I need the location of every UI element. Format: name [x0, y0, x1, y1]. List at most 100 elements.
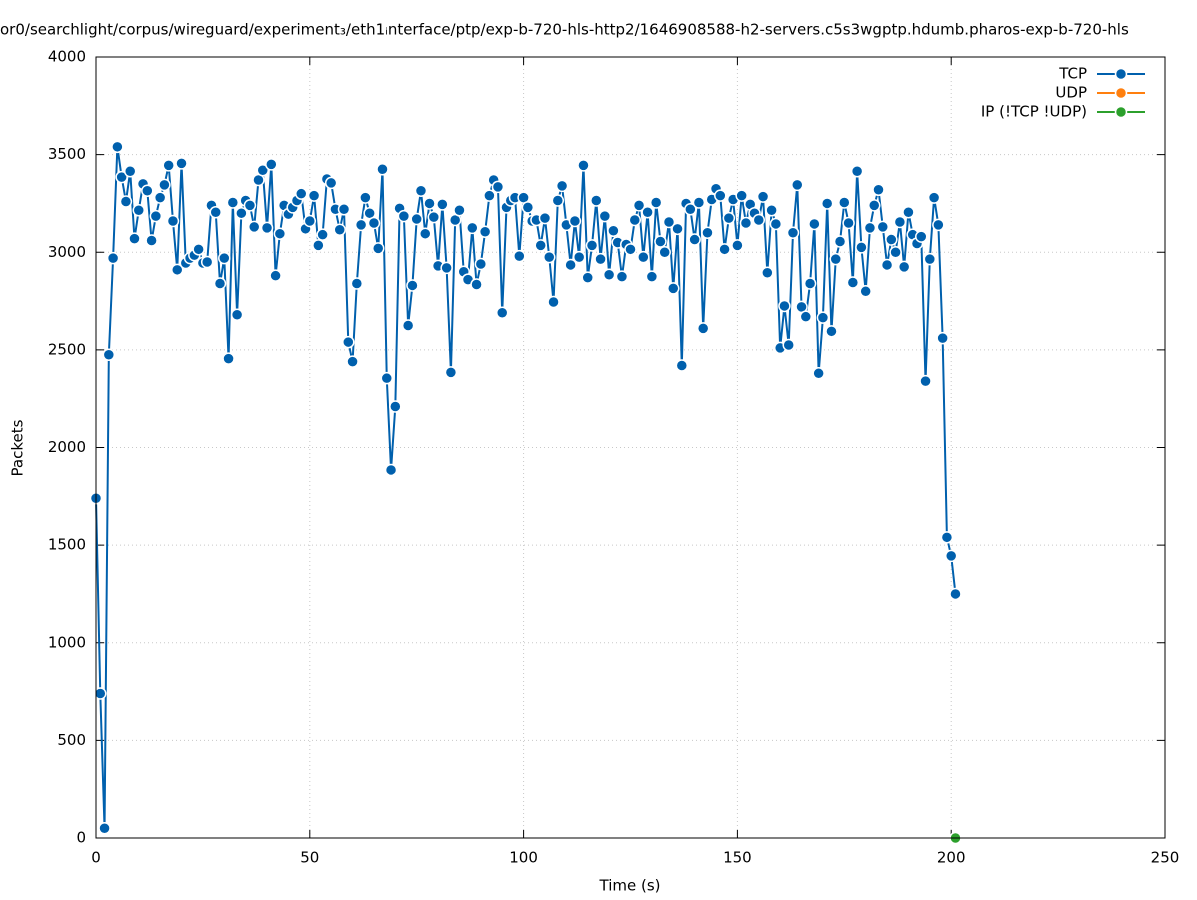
data-point — [94, 687, 107, 700]
data-point — [752, 213, 766, 227]
data-point — [902, 205, 915, 219]
data-point — [235, 206, 248, 220]
data-point — [863, 221, 877, 235]
x-tick-label: 0 — [91, 849, 101, 867]
data-point — [739, 216, 753, 230]
data-point — [316, 228, 329, 241]
data-point — [149, 209, 163, 223]
data-point — [667, 282, 680, 295]
data-point — [842, 216, 855, 230]
data-point — [111, 140, 124, 154]
data-point — [641, 205, 654, 219]
data-point — [825, 325, 838, 338]
data-point — [577, 159, 590, 172]
data-point — [350, 277, 364, 290]
data-point — [384, 463, 398, 477]
data-point — [684, 203, 697, 216]
data-point — [419, 227, 432, 240]
data-point — [141, 184, 154, 197]
data-point — [820, 197, 834, 210]
data-point — [919, 374, 932, 388]
data-point — [483, 189, 496, 202]
data-point — [474, 257, 488, 271]
grid: 0 500 1000 1500 2000 2500 3000 3500 4000 0 50 100 15… — [48, 48, 1180, 867]
data-point — [722, 211, 736, 225]
data-point — [337, 203, 351, 216]
data-point — [568, 214, 582, 228]
data-point — [602, 268, 616, 281]
y-tick-label: 2000 — [48, 438, 86, 456]
data-point — [786, 226, 800, 239]
data-point — [551, 194, 565, 207]
data-point — [855, 241, 868, 254]
data-point — [470, 278, 483, 291]
data-point — [243, 199, 257, 212]
data-point — [833, 235, 847, 248]
x-tick-label: 100 — [509, 849, 538, 867]
data-point — [444, 366, 458, 379]
plot-area — [89, 140, 962, 845]
data-point — [260, 221, 274, 235]
data-point — [427, 210, 441, 224]
x-tick-label: 250 — [1151, 849, 1180, 867]
data-point — [936, 331, 949, 345]
data-point — [927, 191, 941, 204]
data-point — [876, 220, 890, 234]
data-point — [376, 163, 389, 176]
data-point — [654, 235, 667, 248]
data-point — [213, 277, 227, 290]
data-point — [594, 252, 607, 266]
data-point — [859, 285, 872, 298]
data-point — [949, 587, 962, 601]
data-point — [885, 233, 898, 246]
data-point — [478, 225, 492, 238]
data-point — [269, 269, 282, 282]
data-point — [491, 180, 505, 194]
legend-label: TCP — [1058, 65, 1087, 83]
data-point — [132, 204, 146, 217]
data-point — [303, 214, 317, 228]
data-point — [799, 310, 813, 323]
data-point — [662, 215, 676, 229]
data-point — [423, 197, 436, 210]
data-point — [106, 251, 120, 265]
data-point — [923, 252, 937, 266]
data-point — [915, 230, 928, 243]
data-point — [769, 217, 783, 231]
data-point — [521, 201, 535, 214]
data-point — [615, 270, 629, 283]
data-point — [209, 205, 222, 219]
data-point — [218, 251, 231, 265]
data-point — [158, 178, 171, 192]
data-point — [756, 190, 770, 203]
data-point — [624, 243, 637, 256]
data-point — [346, 355, 359, 368]
data-point — [803, 277, 817, 290]
data-point — [658, 246, 671, 259]
data-point — [761, 266, 774, 280]
y-tick-label: 2500 — [48, 340, 86, 358]
data-point — [371, 242, 385, 255]
data-point — [414, 184, 428, 197]
data-point — [872, 183, 885, 197]
legend-swatch-point — [1114, 86, 1128, 100]
data-point — [410, 212, 423, 226]
data-point — [436, 198, 449, 211]
data-point — [765, 204, 778, 217]
data-point — [119, 195, 133, 208]
data-point — [312, 239, 325, 252]
data-point — [102, 348, 116, 362]
data-point — [162, 159, 175, 172]
data-point — [778, 299, 791, 313]
x-tick-label: 200 — [937, 849, 966, 867]
data-point — [581, 271, 594, 284]
data-point — [324, 176, 338, 190]
y-tick-label: 1000 — [48, 633, 86, 651]
y-tick-label: 1500 — [48, 536, 86, 554]
data-point — [230, 308, 244, 321]
data-point — [222, 352, 235, 365]
y-tick-label: 3000 — [48, 243, 86, 261]
data-point — [367, 216, 381, 230]
chart-title: or0/searchlight/corpus/wireguard/experim… — [0, 21, 1129, 39]
